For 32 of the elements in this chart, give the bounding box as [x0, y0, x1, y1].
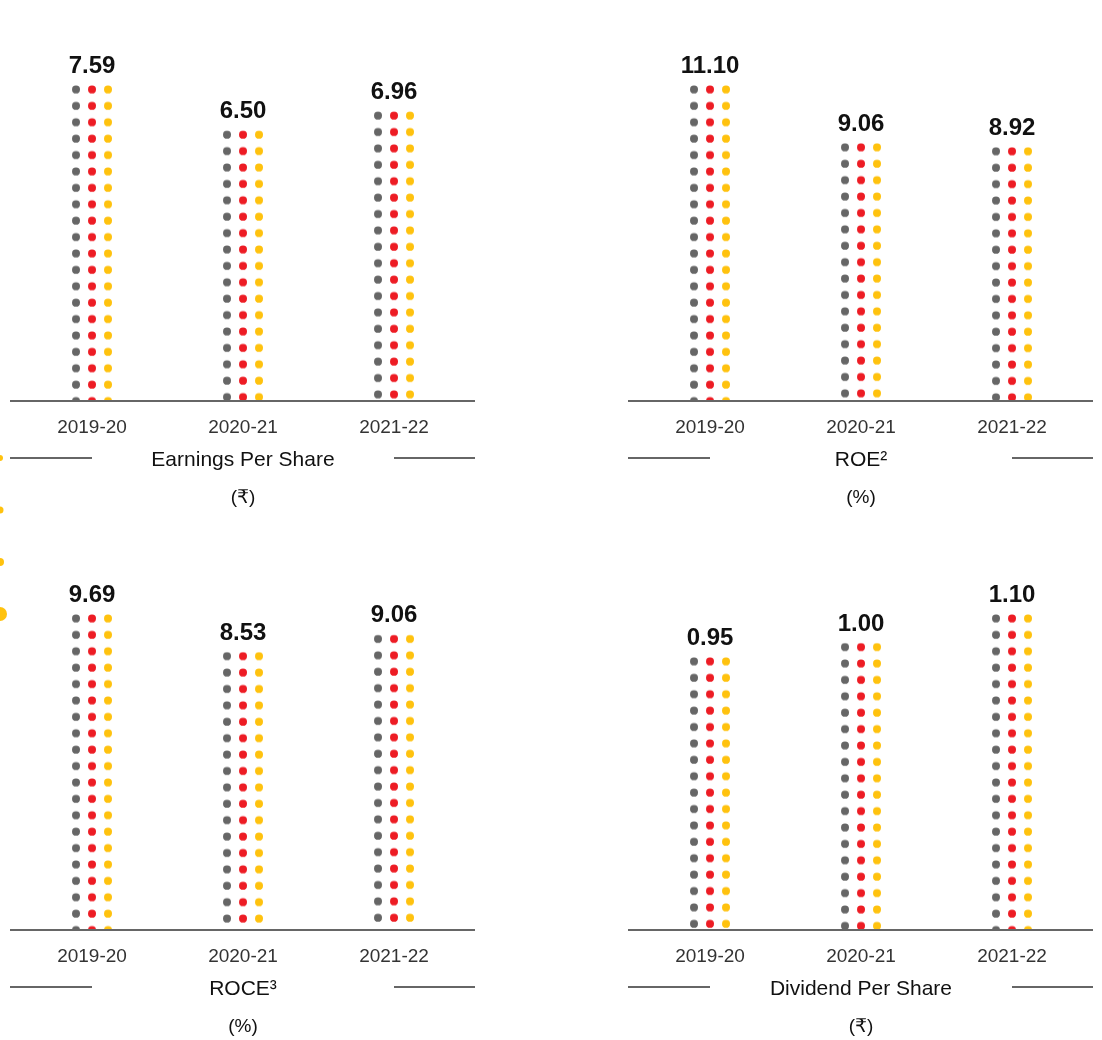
data-label: 9.06: [837, 108, 885, 136]
data-label: 1.00: [837, 608, 885, 636]
text: ROCE³: [209, 976, 277, 999]
data-label: 9.69: [68, 580, 116, 607]
data-label: 9.06: [370, 600, 418, 628]
text: (%): [846, 486, 876, 507]
x-tick-label: 2020-21: [208, 416, 278, 437]
x-tick-label: 2019-20: [57, 416, 127, 437]
x-tick-label: 2021-22: [977, 416, 1047, 437]
text: ROE²: [834, 447, 888, 470]
data-label: 6.96: [370, 77, 418, 105]
text: (₹): [230, 486, 256, 507]
data-label: 6.50: [219, 96, 267, 124]
data-label: 8.53: [219, 617, 267, 645]
data-label: 7.59: [68, 51, 116, 78]
x-tick-label: 2019-20: [675, 945, 745, 966]
data-label: 1.10: [988, 580, 1036, 607]
x-tick-label: 2021-22: [359, 416, 429, 437]
text: Earnings Per Share: [151, 447, 335, 470]
text: (%): [228, 1015, 258, 1036]
data-label: 0.95: [686, 622, 734, 650]
data-label: 11.10: [680, 51, 740, 78]
x-tick-label: 2020-21: [826, 945, 896, 966]
x-tick-label: 2019-20: [675, 416, 745, 437]
x-tick-label: 2020-21: [826, 416, 896, 437]
text: (₹): [848, 1015, 874, 1036]
text: Dividend Per Share: [769, 976, 953, 999]
x-tick-label: 2021-22: [977, 945, 1047, 966]
x-tick-label: 2020-21: [208, 945, 278, 966]
data-label: 8.92: [988, 112, 1036, 140]
x-tick-label: 2021-22: [359, 945, 429, 966]
x-tick-label: 2019-20: [57, 945, 127, 966]
